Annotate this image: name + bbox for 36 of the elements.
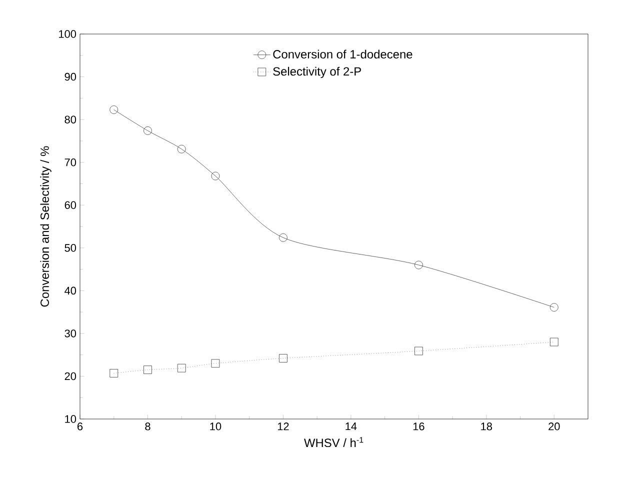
point <box>211 172 220 180</box>
legend-label: Selectivity of 2-P <box>273 66 361 78</box>
x-tick-label: 18 <box>481 422 492 430</box>
point <box>279 354 288 362</box>
point <box>177 144 186 154</box>
point <box>110 369 118 378</box>
point <box>211 359 220 368</box>
point <box>144 366 152 374</box>
x-tick-label: 12 <box>278 422 289 430</box>
y-tick-label: 60 <box>64 201 76 209</box>
point <box>144 126 152 135</box>
point <box>550 338 558 346</box>
point <box>177 364 186 372</box>
point <box>414 346 423 356</box>
y-tick-label: 30 <box>64 330 76 338</box>
x-tick-label: 6 <box>78 422 83 430</box>
point <box>279 233 288 242</box>
y-tick-label: 50 <box>64 244 76 252</box>
y-tick-label: 90 <box>64 72 76 81</box>
y-tick-label: 70 <box>64 158 76 166</box>
x-tick-label: 8 <box>145 422 150 430</box>
y-tick-label: 80 <box>64 116 76 124</box>
y-tick-label: 40 <box>64 286 76 295</box>
point <box>550 303 558 312</box>
y-tick-label: 20 <box>64 372 76 380</box>
x-tick-label: 10 <box>210 422 222 430</box>
y-axis-title: Conversion and Selectivity / % <box>40 146 52 307</box>
point <box>110 106 118 114</box>
point <box>414 260 423 270</box>
legend-label: Conversion of 1-dodecene <box>273 50 412 59</box>
y-tick-label: 100 <box>59 30 76 38</box>
x-tick-label: 16 <box>413 422 424 430</box>
x-axis-title: WHSV / h$^{-1}$ <box>304 437 364 448</box>
x-tick-label: 20 <box>548 422 560 430</box>
x-tick-label: 14 <box>346 422 357 430</box>
y-tick-label: 10 <box>65 415 76 423</box>
